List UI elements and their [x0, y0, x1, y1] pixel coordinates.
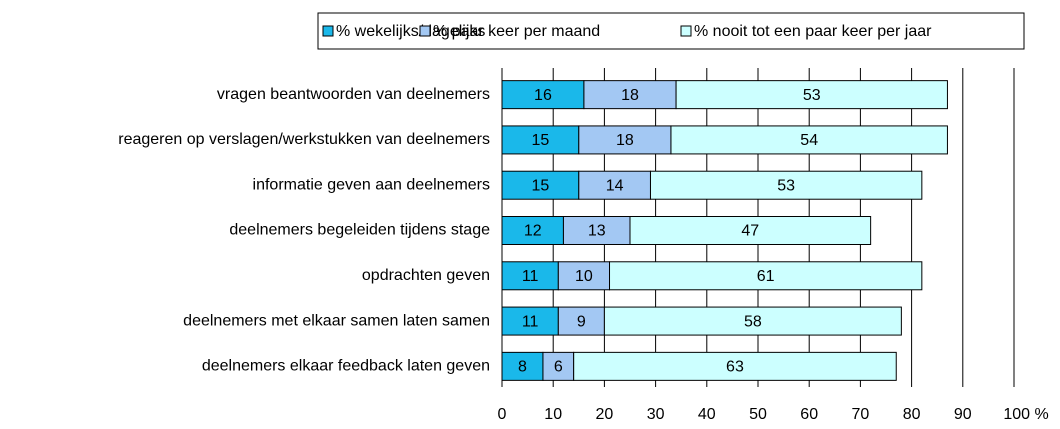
data-label: 47	[741, 223, 759, 240]
data-label: 58	[744, 313, 762, 330]
legend-swatch	[322, 25, 334, 37]
data-label: 16	[534, 87, 552, 104]
category-label: deelnemers elkaar feedback laten geven	[202, 358, 490, 375]
bar-segment	[501, 306, 559, 336]
category-label: vragen beantwoorden van deelnemers	[217, 86, 490, 103]
data-label: 54	[800, 132, 818, 149]
category-label: informatie geven aan deelnemers	[253, 176, 490, 193]
bar-segment	[501, 216, 564, 245]
category-label: deelnemers begeleiden tijdens stage	[229, 222, 490, 239]
x-tick-label: 40	[698, 406, 716, 423]
data-label: 13	[588, 223, 606, 240]
data-label: 15	[532, 177, 550, 194]
data-label: 11	[522, 268, 539, 285]
bar-segment	[557, 306, 605, 336]
x-tick-label: 50	[749, 406, 767, 423]
legend-label: % nooit tot een paar keer per jaar	[694, 23, 932, 40]
data-label: 18	[616, 132, 634, 149]
data-label: 53	[803, 87, 821, 104]
bar-segment	[501, 261, 559, 291]
bar-segment	[542, 351, 575, 381]
data-label: 15	[532, 132, 550, 149]
x-tick-label: 100 %	[1003, 406, 1048, 423]
legend-swatch	[680, 25, 692, 37]
bar-segment	[583, 80, 677, 110]
bar-segment	[501, 125, 580, 155]
bar-segment	[629, 216, 872, 245]
data-label: 53	[777, 177, 795, 194]
x-tick-label: 90	[954, 406, 972, 423]
legend-label: % wekelijks/dagelijks	[336, 23, 485, 40]
category-label: deelnemers met elkaar samen laten samen	[183, 312, 490, 329]
data-label: 18	[621, 87, 639, 104]
legend-label: % paar keer per maand	[433, 23, 600, 40]
bar-segment	[670, 125, 948, 155]
category-label: opdrachten geven	[362, 267, 490, 284]
data-label: 6	[554, 359, 563, 376]
x-tick-label: 30	[647, 406, 665, 423]
bar-segment	[609, 261, 923, 291]
category-label: reageren op verslagen/werkstukken van de…	[118, 131, 490, 148]
bar-segment	[578, 125, 672, 155]
bar-segment	[578, 170, 651, 200]
x-tick-label: 10	[544, 406, 562, 423]
legend-swatch	[419, 25, 431, 37]
bar-segment	[573, 351, 897, 381]
bar-segment	[501, 351, 544, 381]
data-label: 63	[726, 359, 744, 376]
data-label: 14	[606, 177, 624, 194]
x-tick-label: 20	[596, 406, 614, 423]
data-label: 8	[518, 359, 527, 376]
x-tick-label: 80	[903, 406, 921, 423]
bar-segment	[603, 306, 902, 336]
bar-segment	[649, 170, 923, 200]
data-label: 9	[577, 313, 586, 330]
x-tick-label: 0	[498, 406, 507, 423]
x-tick-label: 70	[852, 406, 870, 423]
data-label: 10	[575, 268, 593, 285]
data-label: 11	[522, 313, 539, 330]
data-label: 61	[757, 268, 775, 285]
data-label: 12	[524, 223, 542, 240]
bar-segment	[675, 80, 948, 110]
bar-segment	[501, 170, 580, 200]
x-tick-label: 60	[800, 406, 818, 423]
legend-box	[317, 12, 1025, 50]
bar-segment	[562, 216, 631, 245]
